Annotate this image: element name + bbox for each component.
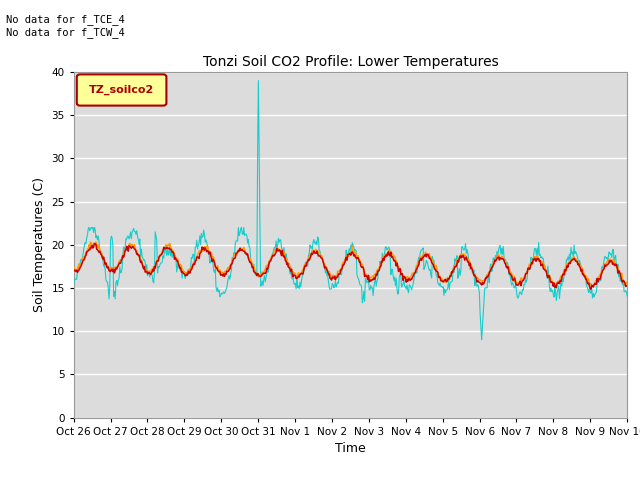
Y-axis label: Soil Temperatures (C): Soil Temperatures (C) (33, 177, 46, 312)
Text: No data for f_TCE_4
No data for f_TCW_4: No data for f_TCE_4 No data for f_TCW_4 (6, 14, 125, 38)
Text: TZ_soilco2: TZ_soilco2 (89, 85, 154, 95)
Title: Tonzi Soil CO2 Profile: Lower Temperatures: Tonzi Soil CO2 Profile: Lower Temperatur… (202, 56, 499, 70)
X-axis label: Time: Time (335, 442, 366, 455)
